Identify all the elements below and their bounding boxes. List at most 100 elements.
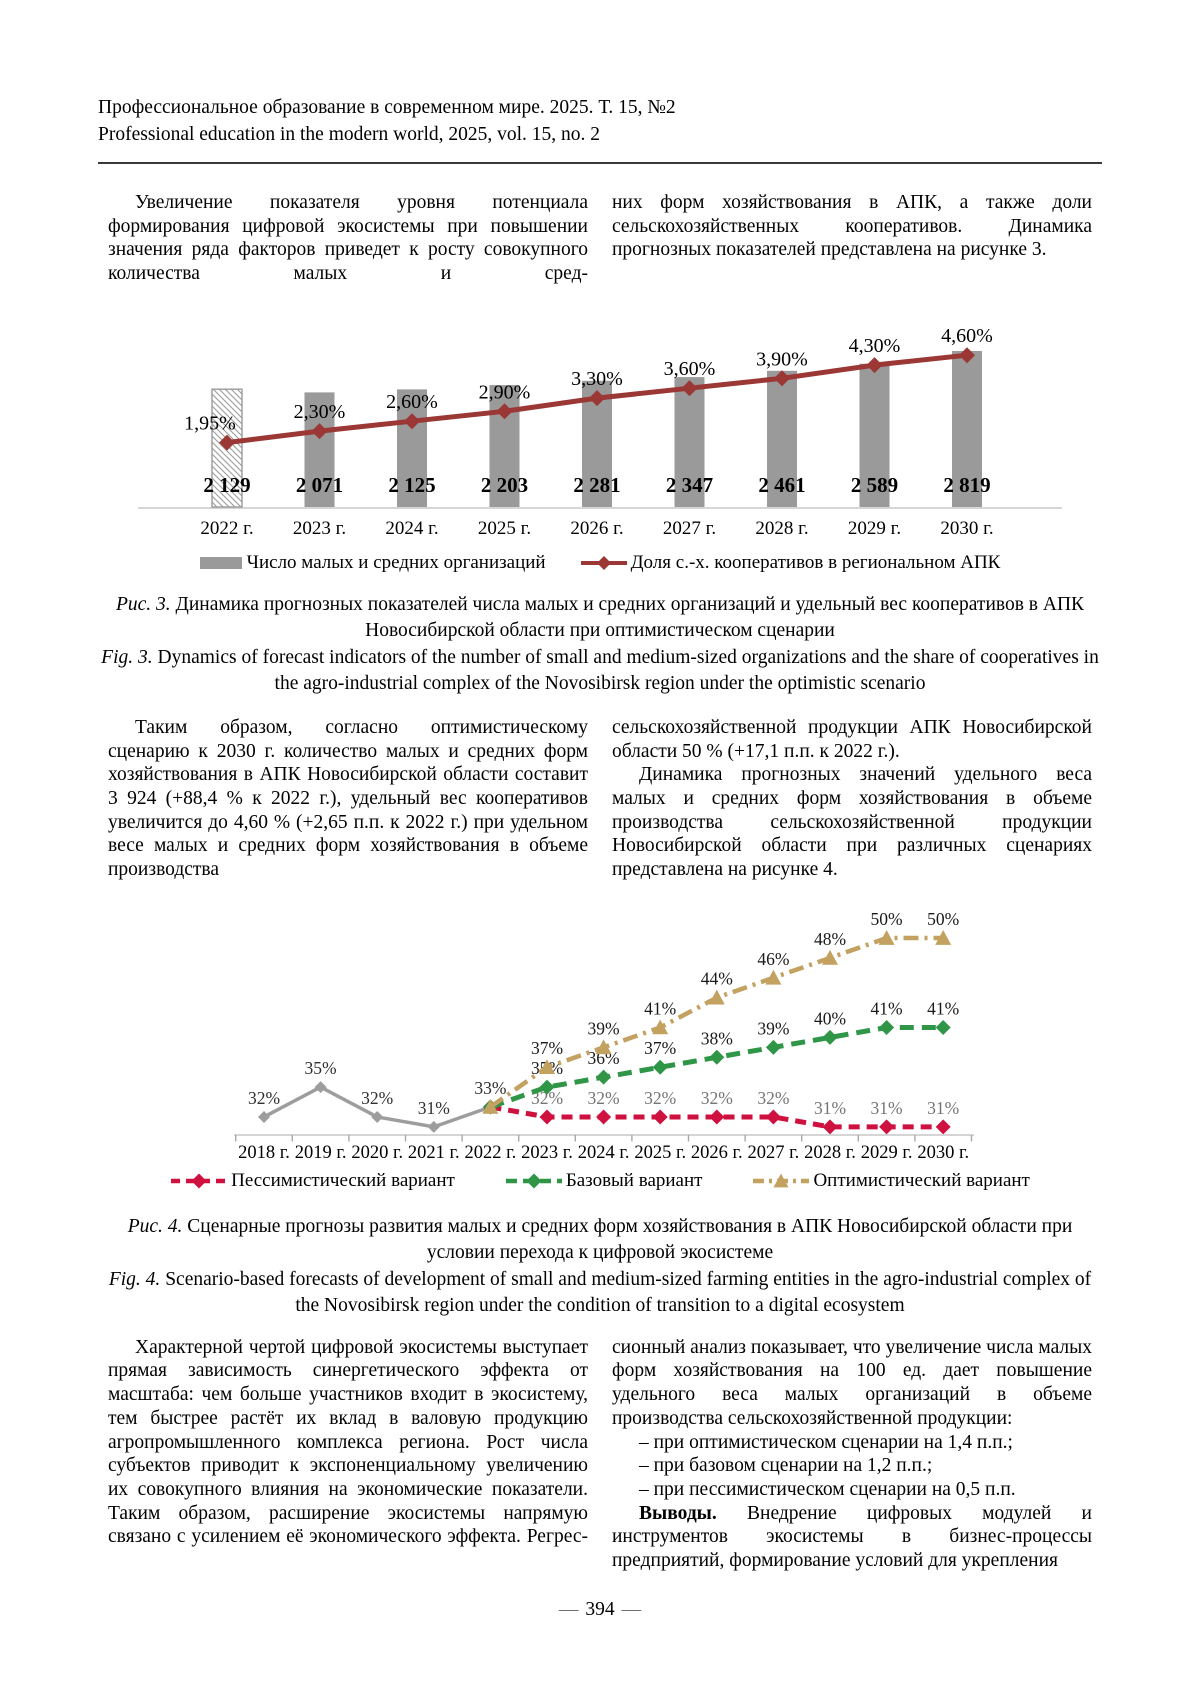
point-value-label: 41% — [644, 998, 676, 1018]
line-value-label: 1,95% — [184, 412, 236, 434]
right-column: сельскохозяйственной продукции АПК Новос… — [612, 716, 1092, 882]
x-axis-label: 2029 г. — [848, 518, 901, 539]
line-series — [489, 935, 944, 1109]
left-column: Характерной чертой цифровой экосистемы в… — [108, 1336, 588, 1573]
bar-value-label: 2 819 — [943, 473, 990, 497]
triangle-point-marker — [595, 1039, 612, 1054]
line-diamond-icon — [580, 555, 627, 570]
paragraph: них форм хозяйствования в АПК, а также д… — [612, 192, 1092, 261]
x-axis-label: 2027 г. — [748, 1143, 800, 1163]
point-value-label: 44% — [701, 968, 733, 988]
fig4-caption-en-label: Fig. 4. — [108, 1268, 161, 1290]
x-axis-label: 2028 г. — [804, 1143, 856, 1163]
point-value-label: 50% — [871, 909, 903, 929]
fig4-caption-ru-text: Сценарные прогнозы развития малых и сред… — [187, 1215, 1073, 1264]
point-value-label: 31% — [814, 1098, 846, 1118]
diamond-point-marker — [539, 1109, 555, 1125]
x-axis-label: 2023 г. — [521, 1143, 573, 1163]
bar-value-label: 2 125 — [388, 473, 435, 497]
point-value-label: 39% — [757, 1018, 789, 1038]
x-axis-label: 2022 г. — [465, 1143, 517, 1163]
paragraph: сионный анализ показывает, что увеличени… — [612, 1336, 1092, 1429]
left-column: Увеличение показателя уровня потенциала … — [108, 191, 588, 286]
fig4-caption-en-text: Scenario-based forecasts of development … — [165, 1268, 1092, 1317]
x-axis-label: 2030 г. — [940, 518, 993, 539]
bar — [767, 370, 797, 507]
point-value-label: 41% — [927, 998, 959, 1018]
fig3-caption-ru-label: Рис. 3. — [115, 593, 171, 615]
fig4-legend: Пессимистический вариант Базовый вариант О… — [98, 1170, 1102, 1192]
point-value-label: 32% — [588, 1088, 620, 1108]
line-point-marker — [404, 413, 420, 430]
line-point-marker — [219, 434, 235, 451]
line-value-label: 4,30% — [849, 335, 901, 357]
fig4-caption-en: Fig. 4. Scenario-based forecasts of deve… — [98, 1267, 1102, 1320]
line-point-marker — [774, 370, 790, 387]
figure-4: 32% 35% 32% 31% 33% 32% 32% 32% 32% 32% 31% 31% 31% 3… — [98, 892, 1102, 1320]
point-value-label: 31% — [871, 1098, 903, 1118]
fig3-caption-en-label: Fig. 3. — [101, 646, 153, 668]
diamond-point-marker — [596, 1069, 612, 1085]
fig3-chart: 2 129 2 071 2 125 2 203 2 281 2 347 2 461 2 589… — [98, 306, 1102, 546]
bar — [304, 392, 335, 507]
paragraph: Таким образом, согласно оптимистическому… — [108, 716, 588, 881]
fig4-caption: Рис. 4. Сценарные прогнозы развития малы… — [98, 1214, 1102, 1320]
bar — [859, 363, 890, 507]
fig3-caption-en: Fig. 3. Dynamics of forecast indicators … — [98, 645, 1102, 698]
diamond-point-marker — [709, 1109, 725, 1125]
diamond-point-marker — [765, 1039, 781, 1055]
x-axis-label: 2025 г. — [634, 1143, 686, 1163]
point-value-label: 32% — [248, 1088, 280, 1108]
point-value-label: 39% — [588, 1018, 620, 1038]
point-value-label: 46% — [757, 949, 789, 969]
legend-label: Число малых и средних организаций — [246, 551, 546, 573]
line-value-label: 2,30% — [294, 401, 346, 423]
page-footer: — 394 — — [98, 1599, 1102, 1621]
dash-diamond-icon — [505, 1173, 562, 1189]
fig3-caption-ru: Рис. 3. Динамика прогнозных показателей … — [98, 592, 1102, 645]
bar-value-label: 2 347 — [666, 473, 713, 497]
line-value-label: 2,60% — [386, 391, 438, 413]
x-axis-label: 2018 г. — [238, 1143, 290, 1163]
triangle-point-marker — [539, 1058, 555, 1074]
diamond-point-marker — [709, 1049, 725, 1065]
point-value-label: 32% — [757, 1088, 789, 1108]
triangle-point-marker — [652, 1019, 669, 1035]
point-value-label: 35% — [305, 1058, 337, 1078]
line-point-marker — [959, 347, 975, 364]
triangle-point-marker — [765, 969, 782, 985]
page-number: 394 — [585, 1598, 615, 1620]
bar-value-label: 2 129 — [203, 473, 250, 497]
x-axis-label: 2022 г. — [200, 518, 253, 539]
fig4-chart: 32% 35% 32% 31% 33% 32% 32% 32% 32% 32% 31% 31% 31% 3… — [98, 892, 1102, 1164]
paragraph: – при оптимистическом сценарии на 1,4 п.… — [639, 1431, 1013, 1453]
x-axis-label: 2027 г. — [663, 518, 716, 539]
fig3-caption: Рис. 3. Динамика прогнозных показателей … — [98, 592, 1102, 698]
text-block-3: Характерной чертой цифровой экосистемы в… — [108, 1336, 1092, 1573]
line-point-marker — [589, 389, 605, 406]
line-point-marker — [866, 356, 883, 373]
x-axis-label: 2026 г. — [691, 1143, 743, 1163]
legend-item: Пессимистический вариант — [170, 1170, 455, 1192]
line-value-label: 3,60% — [664, 358, 716, 380]
bar-value-label: 2 281 — [573, 473, 620, 497]
fig4-line-chart: 32% 35% 32% 31% 33% 32% 32% 32% 32% 32% 31% 31% 31% 3… — [234, 909, 974, 1163]
x-axis-label: 2019 г. — [295, 1143, 347, 1163]
diamond-point-marker — [652, 1059, 668, 1075]
legend-item: Базовый вариант — [505, 1170, 702, 1192]
paragraph: – при пессимистическом сценарии на 0,5 п… — [639, 1478, 1016, 1500]
right-column: сионный анализ показывает, что увеличени… — [612, 1336, 1092, 1573]
x-axis-label: 2030 г. — [917, 1143, 969, 1163]
diamond-point-marker — [935, 1019, 951, 1035]
right-column: них форм хозяйствования в АПК, а также д… — [612, 191, 1092, 286]
text-block-1: Увеличение показателя уровня потенциала … — [108, 191, 1092, 286]
bar-value-label: 2 203 — [481, 473, 528, 497]
diamond-point-marker — [822, 1119, 838, 1135]
line-value-label: 4,60% — [941, 325, 993, 347]
point-value-label: 37% — [644, 1038, 676, 1058]
page-header: Профессиональное образование в современн… — [98, 94, 1102, 164]
left-column: Таким образом, согласно оптимистическому… — [108, 716, 588, 882]
bar — [674, 376, 705, 507]
line-point-marker — [496, 403, 513, 420]
